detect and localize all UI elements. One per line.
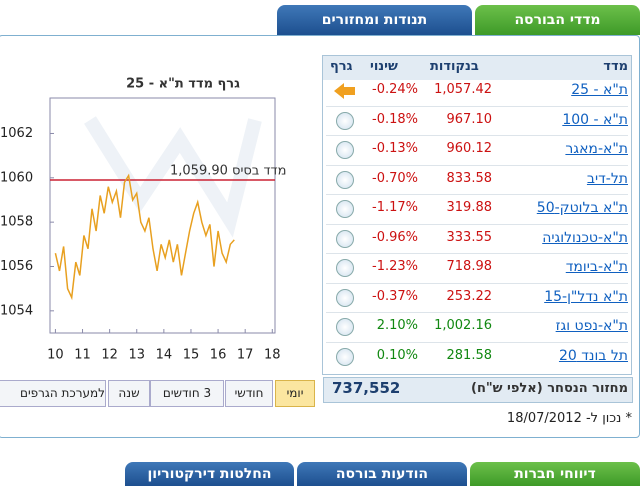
plot-area	[49, 97, 276, 334]
period-button[interactable]: חודשי	[225, 380, 273, 407]
column-header: גרף	[330, 59, 353, 74]
points: 253.22	[446, 288, 493, 304]
change: -0.13%	[372, 141, 418, 156]
tab[interactable]: החלטות דירקטוריון	[125, 462, 294, 486]
change: -0.18%	[372, 111, 418, 127]
selected-arrow	[334, 83, 344, 99]
x-tick-label: 18	[264, 348, 281, 363]
x-tick-label: 12	[101, 348, 118, 363]
turnover-label: מחזור הנסחר (אלפי ש"ח)	[471, 381, 628, 396]
points: 967.10	[446, 111, 493, 127]
graph-icon[interactable]	[336, 288, 354, 307]
index-link[interactable]: ת"א נדל"ן-15	[544, 288, 628, 305]
index-link[interactable]: תל-דיב	[586, 170, 628, 187]
table-frame	[322, 55, 632, 375]
y-tick-label: 1058	[0, 215, 33, 230]
index-link[interactable]: ת"א-נפט וגז	[555, 318, 628, 334]
period-button[interactable]: למערכת הגרפים	[0, 380, 106, 407]
index-link[interactable]: תל בונד 20	[558, 347, 628, 364]
column-header: שינוי	[370, 59, 398, 74]
row-separator	[326, 135, 628, 136]
graph-icon[interactable]	[336, 111, 354, 130]
y-tick-label: 1054	[0, 303, 33, 318]
change: 2.10%	[376, 318, 418, 333]
row-separator	[326, 223, 628, 225]
x-tick-label: 17	[237, 348, 254, 363]
period-button[interactable]: יומי	[275, 380, 315, 407]
column-header: מדד	[603, 59, 628, 74]
tab[interactable]: דיווחי חברות	[470, 462, 640, 486]
change: -0.24%	[372, 82, 418, 97]
period-button[interactable]: 3 חודשים	[150, 380, 224, 407]
watermark	[84, 116, 262, 238]
y-tick-label: 1062	[0, 126, 33, 141]
index-link[interactable]: ת"א - 25	[571, 82, 628, 98]
x-tick-label: 16	[210, 348, 227, 363]
points: 718.98	[446, 259, 493, 274]
change: -0.37%	[372, 288, 418, 304]
index-link[interactable]: ת"א בלוטק-50	[536, 200, 628, 216]
table-header	[323, 56, 631, 80]
row-separator	[326, 253, 628, 254]
graph-icon[interactable]	[336, 141, 354, 159]
x-tick-label: 14	[156, 348, 173, 363]
row-separator	[326, 312, 628, 313]
tab[interactable]: הודעות בורסה	[297, 462, 467, 486]
row-separator	[326, 164, 628, 166]
x-tick-label: 10	[47, 348, 64, 363]
graph-icon[interactable]	[336, 318, 354, 336]
graph-icon[interactable]	[336, 259, 354, 277]
change: -0.70%	[372, 170, 418, 186]
index-line	[54, 173, 235, 301]
graph-icon[interactable]	[336, 170, 354, 189]
points: 281.58	[446, 347, 493, 363]
index-link[interactable]: ת"א-מאגר	[565, 141, 628, 157]
table-footer	[323, 377, 633, 403]
points: 333.55	[446, 229, 493, 245]
x-tick-label: 15	[183, 348, 200, 363]
base-label: מדד בסיס 1,059.90	[170, 164, 286, 179]
graph-icon[interactable]	[336, 200, 354, 218]
change: -1.23%	[372, 259, 418, 274]
index-link[interactable]: ת"א-ביומד	[565, 259, 628, 275]
row-separator	[326, 341, 628, 343]
index-link[interactable]: ת"א-טכנולוגיה	[542, 229, 628, 246]
chart-title: גרף מדד ת"א - 25	[126, 77, 240, 92]
x-tick-label: 11	[74, 348, 91, 363]
chart: גרף מדד ת"א - 25 1054 1056 1058 1060 1062 10 1…	[0, 77, 286, 363]
points: 833.58	[446, 170, 493, 186]
points: 1,057.42	[434, 82, 492, 97]
change: 0.10%	[376, 347, 418, 363]
graph-icon[interactable]	[336, 347, 354, 366]
points: 1,002.16	[434, 318, 492, 333]
row-separator	[326, 282, 628, 284]
period-button[interactable]: שנה	[108, 380, 150, 407]
points: 960.12	[446, 141, 493, 156]
row-separator	[326, 194, 628, 195]
turnover-value: 737,552	[332, 379, 401, 397]
selected-arrow-tail	[343, 87, 355, 95]
graph-icon[interactable]	[336, 229, 354, 248]
y-tick-label: 1056	[0, 259, 33, 274]
row-separator	[326, 105, 628, 107]
as-of-note: * נכון ל- 18/07/2012	[506, 411, 632, 426]
tab[interactable]: מדדי הבורסה	[475, 5, 640, 35]
change: -1.17%	[372, 200, 418, 215]
y-tick-label: 1060	[0, 170, 33, 185]
tab[interactable]: תנודות ומחזורים	[277, 5, 472, 35]
x-tick-label: 13	[128, 348, 145, 363]
points: 319.88	[446, 200, 493, 215]
column-header: בנקודות	[430, 59, 479, 74]
index-link[interactable]: ת"א - 100	[562, 111, 628, 128]
change: -0.96%	[372, 229, 418, 245]
